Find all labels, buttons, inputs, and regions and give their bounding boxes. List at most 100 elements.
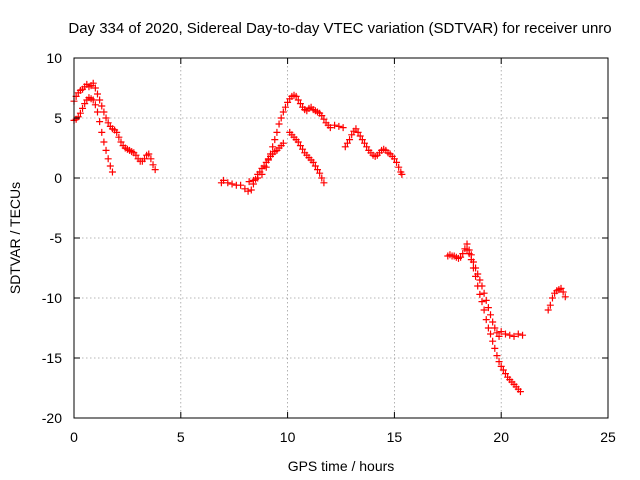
- data-point: [478, 298, 486, 306]
- data-point: [559, 288, 567, 296]
- data-point: [487, 330, 495, 338]
- chart-title: Day 334 of 2020, Sidereal Day-to-day VTE…: [68, 20, 611, 37]
- data-point: [106, 162, 114, 170]
- data-point: [104, 155, 112, 163]
- data-point: [104, 119, 112, 127]
- data-point: [457, 253, 465, 261]
- data-point: [459, 250, 467, 258]
- data-point: [96, 118, 104, 126]
- data-point: [497, 362, 505, 370]
- data-point: [320, 115, 328, 123]
- data-point: [281, 103, 289, 111]
- data-point: [247, 186, 255, 194]
- data-point: [318, 174, 326, 182]
- y-tick-label: -5: [50, 230, 63, 246]
- data-point: [326, 124, 334, 132]
- data-point: [348, 131, 356, 139]
- data-point: [561, 293, 569, 301]
- data-point: [493, 329, 501, 337]
- data-point: [480, 306, 488, 314]
- x-tick-label: 15: [387, 429, 403, 445]
- data-point: [331, 121, 339, 129]
- data-point: [91, 84, 99, 92]
- data-point: [277, 114, 285, 122]
- data-point: [140, 155, 148, 163]
- y-tick-label: 10: [46, 50, 62, 66]
- data-points: [70, 79, 569, 396]
- data-point: [96, 96, 104, 104]
- data-point: [271, 136, 279, 144]
- data-point: [393, 158, 401, 166]
- y-tick-labels: -20 -15 -10 -5 0 5 10: [42, 50, 62, 426]
- data-point: [245, 178, 253, 186]
- data-point: [89, 79, 97, 87]
- data-point: [497, 328, 505, 336]
- data-point: [495, 358, 503, 366]
- data-point: [279, 139, 287, 147]
- data-point: [254, 174, 262, 182]
- data-point: [465, 250, 473, 258]
- y-tick-label: -15: [42, 350, 62, 366]
- data-point: [149, 161, 157, 169]
- y-tick-label: 0: [54, 170, 62, 186]
- data-point: [299, 145, 307, 153]
- data-point: [354, 128, 362, 136]
- data-point: [275, 120, 283, 128]
- data-point: [519, 331, 527, 339]
- data-point: [480, 289, 488, 297]
- data-point: [100, 108, 108, 116]
- data-point: [76, 109, 84, 117]
- data-point: [249, 176, 257, 184]
- data-point: [476, 290, 484, 298]
- data-point: [258, 170, 266, 178]
- data-point: [358, 136, 366, 144]
- grid-lines: [74, 58, 608, 418]
- data-point: [335, 122, 343, 130]
- data-point: [557, 284, 565, 292]
- data-point: [117, 138, 125, 146]
- data-point: [284, 98, 292, 106]
- data-point: [476, 276, 484, 284]
- data-point: [273, 128, 281, 136]
- x-axis-label: GPS time / hours: [288, 458, 395, 474]
- data-point: [506, 331, 514, 339]
- data-point: [100, 138, 108, 146]
- y-tick-label: -10: [42, 290, 62, 306]
- data-point: [296, 142, 304, 150]
- data-point: [314, 166, 322, 174]
- data-point: [469, 264, 477, 272]
- data-point: [102, 114, 110, 122]
- data-point: [360, 139, 368, 147]
- data-point: [292, 92, 300, 100]
- data-point: [493, 352, 501, 360]
- data-point: [467, 256, 475, 264]
- data-point: [115, 133, 123, 141]
- data-point: [398, 170, 406, 178]
- data-point: [98, 102, 106, 110]
- data-point: [311, 162, 319, 170]
- data-point: [482, 296, 490, 304]
- axis-ticks: [73, 57, 609, 419]
- x-tick-label: 20: [493, 429, 509, 445]
- data-point: [499, 366, 507, 374]
- data-point: [318, 112, 326, 120]
- data-point: [489, 318, 497, 326]
- data-point: [346, 136, 354, 144]
- data-point: [79, 104, 87, 112]
- y-tick-label: -20: [42, 410, 62, 426]
- data-point: [487, 311, 495, 319]
- data-point: [501, 370, 509, 378]
- data-point: [489, 337, 497, 345]
- data-point: [501, 330, 509, 338]
- data-point: [294, 96, 302, 104]
- x-tick-label: 10: [280, 429, 296, 445]
- data-point: [484, 324, 492, 332]
- data-point: [482, 316, 490, 324]
- x-tick-label: 5: [177, 429, 185, 445]
- data-point: [390, 155, 398, 163]
- data-point: [316, 169, 324, 177]
- data-point: [495, 332, 503, 340]
- data-point: [309, 158, 317, 166]
